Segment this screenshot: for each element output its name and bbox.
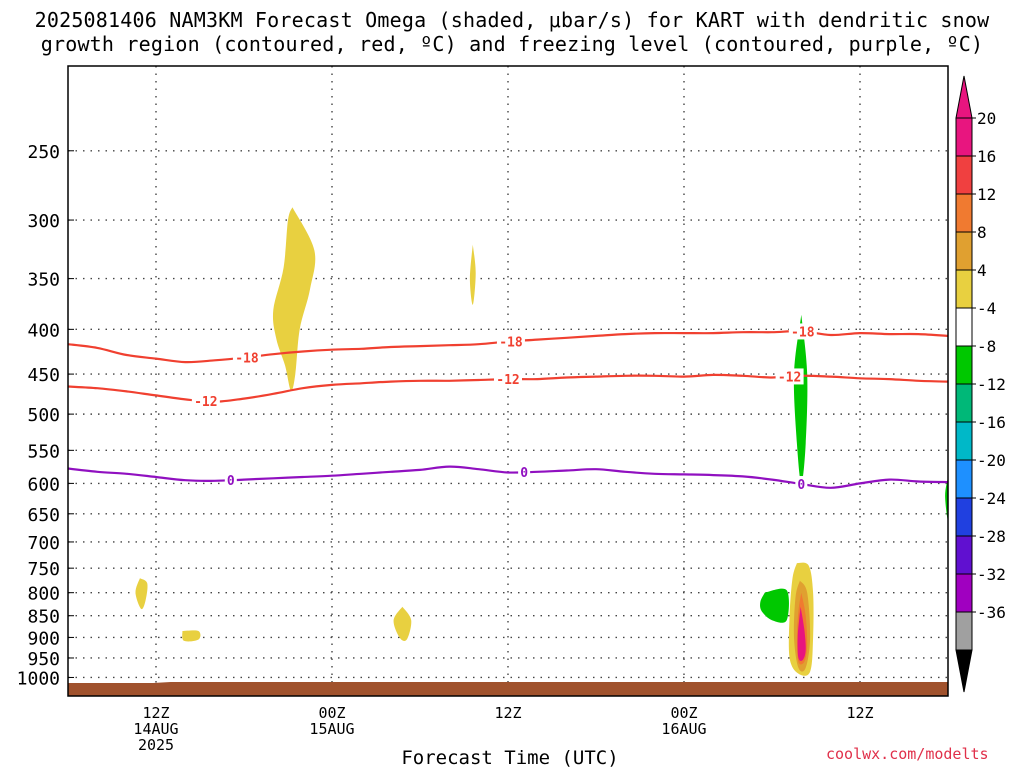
omega-region-0	[272, 207, 316, 391]
y-tick-label-550: 550	[27, 441, 60, 462]
colorbar-box-11	[955, 535, 973, 575]
y-tick-label-250: 250	[27, 142, 60, 163]
x-tick-label-0-2: 2025	[138, 736, 174, 754]
source-credit: coolwx.com/modelts	[826, 745, 989, 763]
omega-region-3	[182, 630, 201, 642]
omega-region-5	[793, 314, 808, 484]
terrain	[68, 681, 948, 696]
colorbar-label-4: 4	[977, 261, 987, 280]
contour-label-bg-0-0	[232, 349, 261, 366]
contour-label-bg-2-1	[518, 464, 531, 481]
colorbar-box-12	[955, 573, 973, 613]
y-tick-label-400: 400	[27, 320, 60, 341]
colorbar-box-3	[955, 231, 973, 271]
colorbar-label-5: -4	[977, 299, 996, 318]
plot-frame	[67, 65, 949, 697]
colorbar-label-11: -28	[977, 527, 1006, 546]
contour-label-bg-0-1	[496, 333, 525, 350]
x-tick-label-1-0: 00Z	[318, 704, 345, 722]
omega-region-1	[469, 244, 476, 305]
contour-label-0-2: -18	[791, 325, 815, 340]
x-axis-title: Forecast Time (UTC)	[401, 747, 618, 768]
contour-label-2-1: 0	[520, 466, 528, 481]
x-tick-label-1-1: 15AUG	[309, 720, 354, 738]
colorbar-label-2: 12	[977, 185, 996, 204]
colorbar-label-9: -20	[977, 451, 1006, 470]
omega-region-4	[393, 606, 412, 641]
y-tick-label-300: 300	[27, 211, 60, 232]
y-tick-label-900: 900	[27, 628, 60, 649]
omega-shading	[135, 207, 948, 676]
colorbar-box-0	[955, 117, 973, 157]
colorbar-box-8	[955, 421, 973, 461]
contour-label-0-0: -18	[235, 351, 259, 366]
colorbar-label-13: -36	[977, 603, 1006, 622]
y-tick-label-500: 500	[27, 405, 60, 426]
x-tick-label-0-0: 12Z	[142, 704, 169, 722]
colorbar-box-7	[955, 383, 973, 423]
y-tick-label-600: 600	[27, 474, 60, 495]
y-tick-label-800: 800	[27, 584, 60, 605]
contour-label-bg-1-1	[494, 371, 522, 388]
y-tick-label-450: 450	[27, 365, 60, 386]
colorbar-legend: 20 16 12 8 4 -4 -8 -12 -16 -20 -24 -28 -32 -36	[955, 75, 1006, 693]
x-tick-label-3-0: 00Z	[670, 704, 697, 722]
colorbar-label-10: -24	[977, 489, 1006, 508]
contour-label-bg-2-0	[224, 472, 237, 489]
colorbar-box-2	[955, 193, 973, 233]
colorbar-box-1	[955, 155, 973, 195]
contour-label-bg-2-2	[795, 476, 808, 493]
colorbar-label-1: 16	[977, 147, 996, 166]
chart-title-line-2: growth region (contoured, red, ºC) and f…	[40, 32, 984, 56]
x-tick-label-4-0: 12Z	[846, 704, 873, 722]
x-tick-label-3-1: 16AUG	[661, 720, 706, 738]
contour-label-bg-1-2	[775, 368, 804, 385]
chart-title-line-1: 2025081406 NAM3KM Forecast Omega (shaded…	[34, 8, 990, 32]
colorbar-label-8: -16	[977, 413, 1006, 432]
y-tick-label-950: 950	[27, 649, 60, 670]
colorbar-box-9	[955, 459, 973, 499]
contour-label-2-2: 0	[797, 478, 805, 493]
y-axis-pressure-labels: 2503003504004505005506006507007508008509…	[17, 142, 60, 690]
colorbar-box-13	[955, 611, 973, 651]
y-tick-label-650: 650	[27, 505, 60, 526]
omega-region-2	[135, 578, 148, 610]
x-tick-label-2-0: 12Z	[494, 704, 521, 722]
contour-label-bg-0-2	[788, 323, 817, 340]
colorbar-label-6: -8	[977, 337, 996, 356]
omega-region-11	[797, 606, 806, 661]
terrain-fill	[68, 681, 948, 696]
colorbar-label-7: -12	[977, 375, 1006, 394]
contour-label-2-0: 0	[227, 474, 235, 489]
colorbar-box-10	[955, 497, 973, 537]
contour-label-0-1: -18	[499, 335, 523, 350]
contour-label-1-1: -12	[496, 373, 519, 388]
y-tick-label-850: 850	[27, 607, 60, 628]
colorbar-box-6	[955, 345, 973, 385]
contour-label-bg-1-0	[191, 393, 220, 410]
colorbar-box-5	[955, 307, 973, 347]
temperature-contours: -18 -18 -18 -12 -12 -12 0 0 0	[68, 323, 948, 493]
colorbar-box-4	[955, 269, 973, 309]
colorbar-under-arrow	[955, 649, 973, 693]
contour-label-1-0: -12	[194, 395, 217, 410]
y-tick-label-750: 750	[27, 559, 60, 580]
x-tick-label-0-1: 14AUG	[133, 720, 178, 738]
colorbar-label-0: 20	[977, 109, 996, 128]
contour-label-1-2: -12	[778, 370, 801, 385]
y-tick-label-350: 350	[27, 270, 60, 291]
colorbar-label-3: 8	[977, 223, 987, 242]
y-tick-label-700: 700	[27, 533, 60, 554]
colorbar-label-12: -32	[977, 565, 1006, 584]
y-tick-label-1000: 1000	[17, 668, 60, 689]
colorbar-over-arrow	[955, 75, 973, 119]
omega-region-6	[760, 588, 789, 623]
contour-line-freezing-2	[68, 465, 948, 489]
